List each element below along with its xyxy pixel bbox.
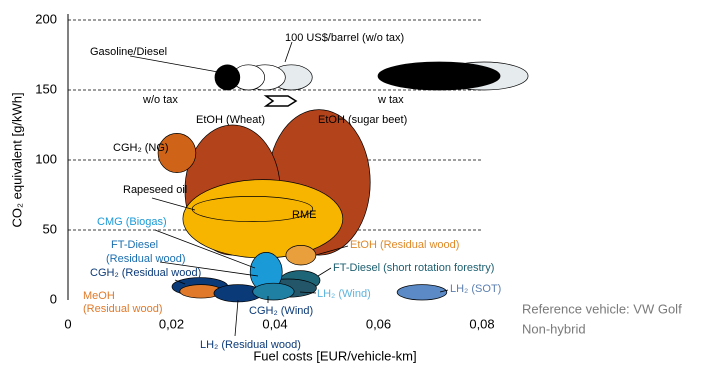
annotation: CMG (Biogas) (97, 216, 167, 228)
leader-line (284, 41, 293, 63)
y-tick-label: 50 (43, 221, 57, 236)
range-ellipse (252, 282, 295, 301)
range-ellipse (377, 61, 501, 91)
range-ellipse (214, 64, 241, 91)
annotation: EtOH (Wheat) (196, 114, 265, 126)
annotation: Gasoline/Diesel (90, 46, 167, 58)
annotation: w tax (377, 94, 404, 106)
annotation: FT-Diesel (111, 239, 158, 251)
annotation: RME (292, 209, 316, 221)
leader-line (317, 267, 332, 277)
annotation: EtOH (Residual wood) (350, 239, 459, 251)
annotation: (Residual wood) (106, 253, 185, 265)
annotation: LH₂ (Wind) (317, 288, 371, 300)
y-tick-label: 0 (50, 291, 57, 306)
annotation: Reference vehicle: VW Golf (522, 301, 682, 316)
leader-line (151, 197, 196, 211)
annotation: Non-hybrid (522, 321, 586, 336)
leader-line (154, 229, 256, 269)
annotation: Rapeseed oil (123, 184, 187, 196)
annotation: MeOH (83, 290, 115, 302)
annotation: LH₂ (Residual wood) (200, 339, 301, 351)
annotation: CGH₂ (NG) (113, 142, 169, 154)
marks (157, 61, 529, 303)
leader-line (174, 279, 186, 285)
annotation: (Residual wood) (83, 303, 162, 315)
leader-line (129, 55, 219, 73)
annotation: EtOH (sugar beet) (318, 114, 407, 126)
x-tick-label: 0,06 (366, 316, 391, 331)
annotation: CGH₂ (Residual wood) (90, 267, 201, 279)
range-ellipse (285, 245, 317, 266)
range-ellipse (396, 284, 448, 301)
annotation: FT-Diesel (short rotation forestry) (333, 262, 494, 274)
annotation: CGH₂ (Wind) (249, 305, 313, 317)
annotations: Gasoline/Diesel 100 US$/barrel (w/o tax) w… (83, 32, 682, 351)
x-tick-label: 0,04 (262, 316, 287, 331)
leader-line (299, 291, 317, 294)
annotation: LH₂ (SOT) (450, 283, 501, 295)
leader-line (159, 261, 259, 277)
x-tick-label: 0,08 (469, 316, 494, 331)
arrow (263, 95, 298, 107)
y-axis-label: CO₂ equivalent [g/kWh] (9, 92, 24, 227)
leader-line (315, 245, 349, 256)
leader-lines (129, 41, 449, 337)
annotation: w/o tax (142, 94, 178, 106)
x-tick-label: 0 (64, 316, 71, 331)
y-tick-label: 150 (35, 81, 57, 96)
range-ellipse (157, 133, 197, 173)
x-tick-label: 0,02 (159, 316, 184, 331)
x-axis-label: Fuel costs [EUR/vehicle-km] (253, 348, 416, 363)
annotation: 100 US$/barrel (w/o tax) (285, 32, 404, 44)
y-tick-label: 100 (35, 151, 57, 166)
leader-line (439, 289, 449, 293)
y-tick-label: 200 (35, 11, 57, 26)
leader-line (234, 299, 239, 337)
